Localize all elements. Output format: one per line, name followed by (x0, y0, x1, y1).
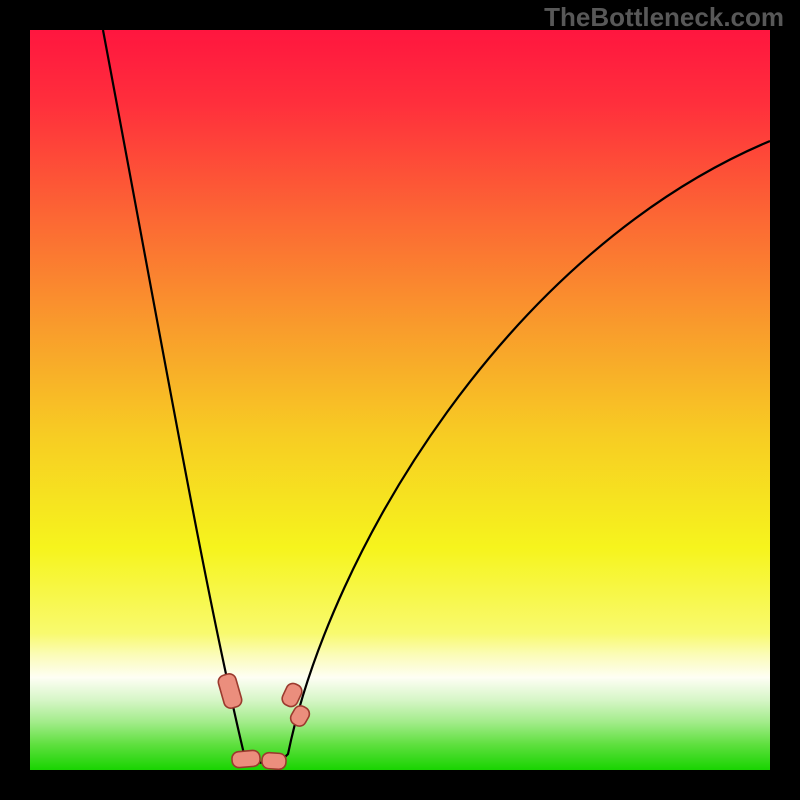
plot-area (30, 30, 770, 770)
gradient-background (30, 30, 770, 770)
data-marker (231, 750, 260, 768)
data-marker (261, 752, 286, 770)
watermark-text: TheBottleneck.com (544, 2, 784, 33)
